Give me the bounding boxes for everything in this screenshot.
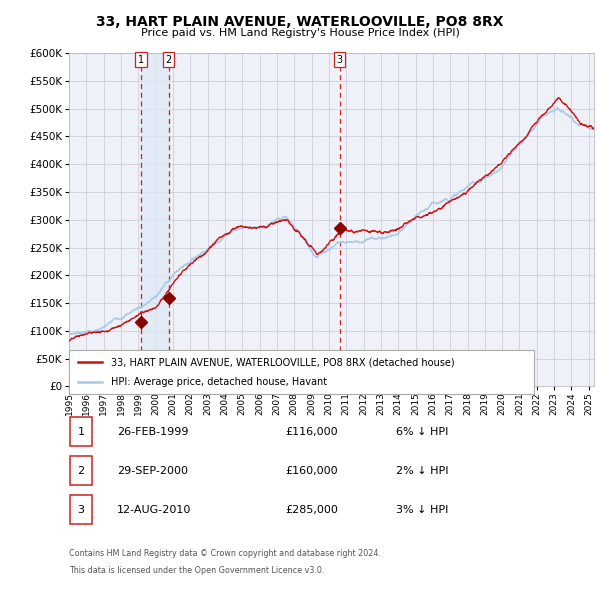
Text: HPI: Average price, detached house, Havant: HPI: Average price, detached house, Hava… [111,377,327,386]
FancyBboxPatch shape [70,456,92,486]
Text: 3% ↓ HPI: 3% ↓ HPI [396,505,448,514]
Text: This data is licensed under the Open Government Licence v3.0.: This data is licensed under the Open Gov… [69,566,325,575]
Text: Contains HM Land Registry data © Crown copyright and database right 2024.: Contains HM Land Registry data © Crown c… [69,549,381,558]
Text: £160,000: £160,000 [285,466,338,476]
Text: 2: 2 [166,55,172,65]
Text: 3: 3 [337,55,343,65]
Text: 29-SEP-2000: 29-SEP-2000 [117,466,188,476]
Text: 2: 2 [77,466,85,476]
Text: 2% ↓ HPI: 2% ↓ HPI [396,466,449,476]
Text: 33, HART PLAIN AVENUE, WATERLOOVILLE, PO8 8RX (detached house): 33, HART PLAIN AVENUE, WATERLOOVILLE, PO… [111,358,454,367]
FancyBboxPatch shape [70,495,92,525]
Text: 6% ↓ HPI: 6% ↓ HPI [396,427,448,437]
Text: Price paid vs. HM Land Registry's House Price Index (HPI): Price paid vs. HM Land Registry's House … [140,28,460,38]
Bar [141,53,169,386]
Text: 33, HART PLAIN AVENUE, WATERLOOVILLE, PO8 8RX: 33, HART PLAIN AVENUE, WATERLOOVILLE, PO… [96,15,504,29]
Text: 3: 3 [77,505,85,514]
Text: 1: 1 [138,55,144,65]
Text: 26-FEB-1999: 26-FEB-1999 [117,427,188,437]
Text: 12-AUG-2010: 12-AUG-2010 [117,505,191,514]
FancyBboxPatch shape [69,350,534,394]
Text: 1: 1 [77,427,85,437]
FancyBboxPatch shape [70,417,92,447]
Text: £116,000: £116,000 [285,427,338,437]
Text: £285,000: £285,000 [285,505,338,514]
